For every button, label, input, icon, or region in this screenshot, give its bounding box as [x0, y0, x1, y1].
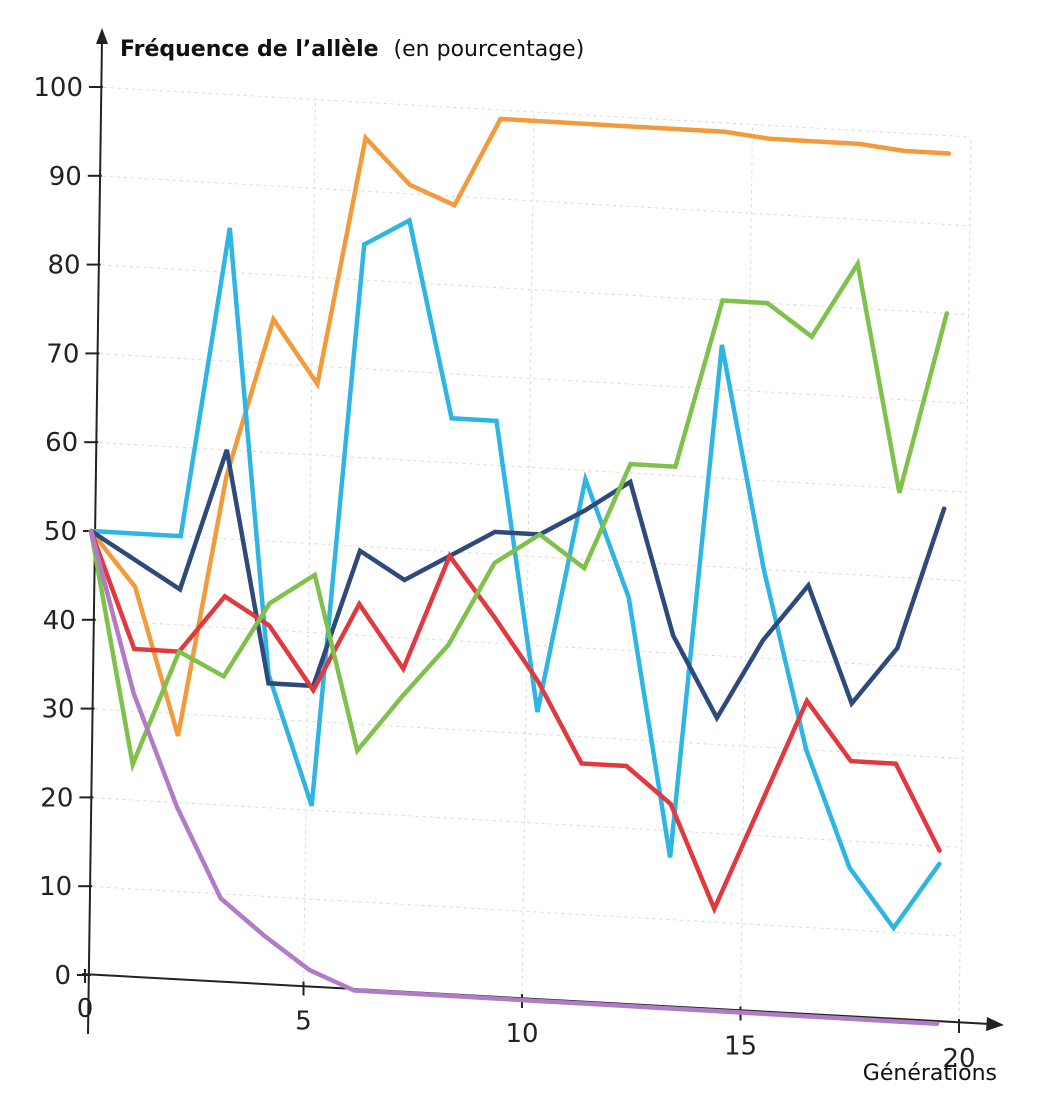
y-tick-label: 0 [54, 961, 71, 991]
y-axis-arrow-icon [96, 28, 108, 44]
grid-line-h [89, 619, 964, 671]
grid-line-v [303, 99, 316, 988]
grid-line-h [88, 708, 963, 760]
grid-line-h [93, 352, 968, 404]
series-line-1 [88, 116, 952, 737]
x-tick-label: 15 [724, 1032, 757, 1062]
grid-line-v [740, 124, 753, 1013]
grid-line-h [92, 441, 967, 493]
y-tick-label: 40 [43, 606, 76, 636]
grid-line-h [86, 885, 961, 937]
grid-line-h [95, 175, 970, 227]
y-tick-label: 70 [46, 339, 79, 369]
grid-line-v [958, 136, 972, 1026]
y-tick-label: 60 [45, 428, 78, 458]
y-tick-label: 50 [44, 517, 77, 547]
y-axis-title-bold: Fréquence de l’allèle [120, 37, 379, 62]
y-tick-label: 90 [49, 162, 82, 192]
x-axis-title: Générations [863, 1061, 997, 1086]
x-tick-label: 5 [295, 1007, 312, 1037]
series-lines [88, 116, 952, 1027]
series-line-5 [88, 257, 950, 773]
grid-line-h [94, 264, 969, 316]
y-tick-label: 80 [48, 251, 81, 281]
grid-line-h [90, 530, 966, 582]
y-tick-label: 30 [42, 695, 75, 725]
x-tick-label: 10 [505, 1019, 538, 1049]
grid [86, 86, 972, 1026]
x-tick-label: 20 [942, 1044, 975, 1074]
y-tick-label: 10 [39, 872, 72, 902]
series-line-4 [88, 528, 942, 915]
tick-labels: 0 10 20 30 40 50 60 70 80 90 100 0 5 10 15 20 [33, 73, 975, 1074]
x-tick-label: 0 [77, 994, 94, 1024]
grid-line-h [96, 86, 972, 138]
y-axis-title-unit: (en pourcentage) [394, 37, 585, 62]
x-axis-arrow-icon [986, 1017, 1004, 1031]
y-tick-label: 20 [40, 783, 73, 813]
y-tick-label: 100 [33, 73, 83, 103]
y-axis-title: Fréquence de l’allèle (en pourcentage) [120, 37, 584, 62]
series-line-6 [88, 528, 940, 1027]
grid-line-h [87, 796, 962, 848]
series-line-3 [88, 449, 947, 723]
grid-line-v [521, 111, 535, 1001]
